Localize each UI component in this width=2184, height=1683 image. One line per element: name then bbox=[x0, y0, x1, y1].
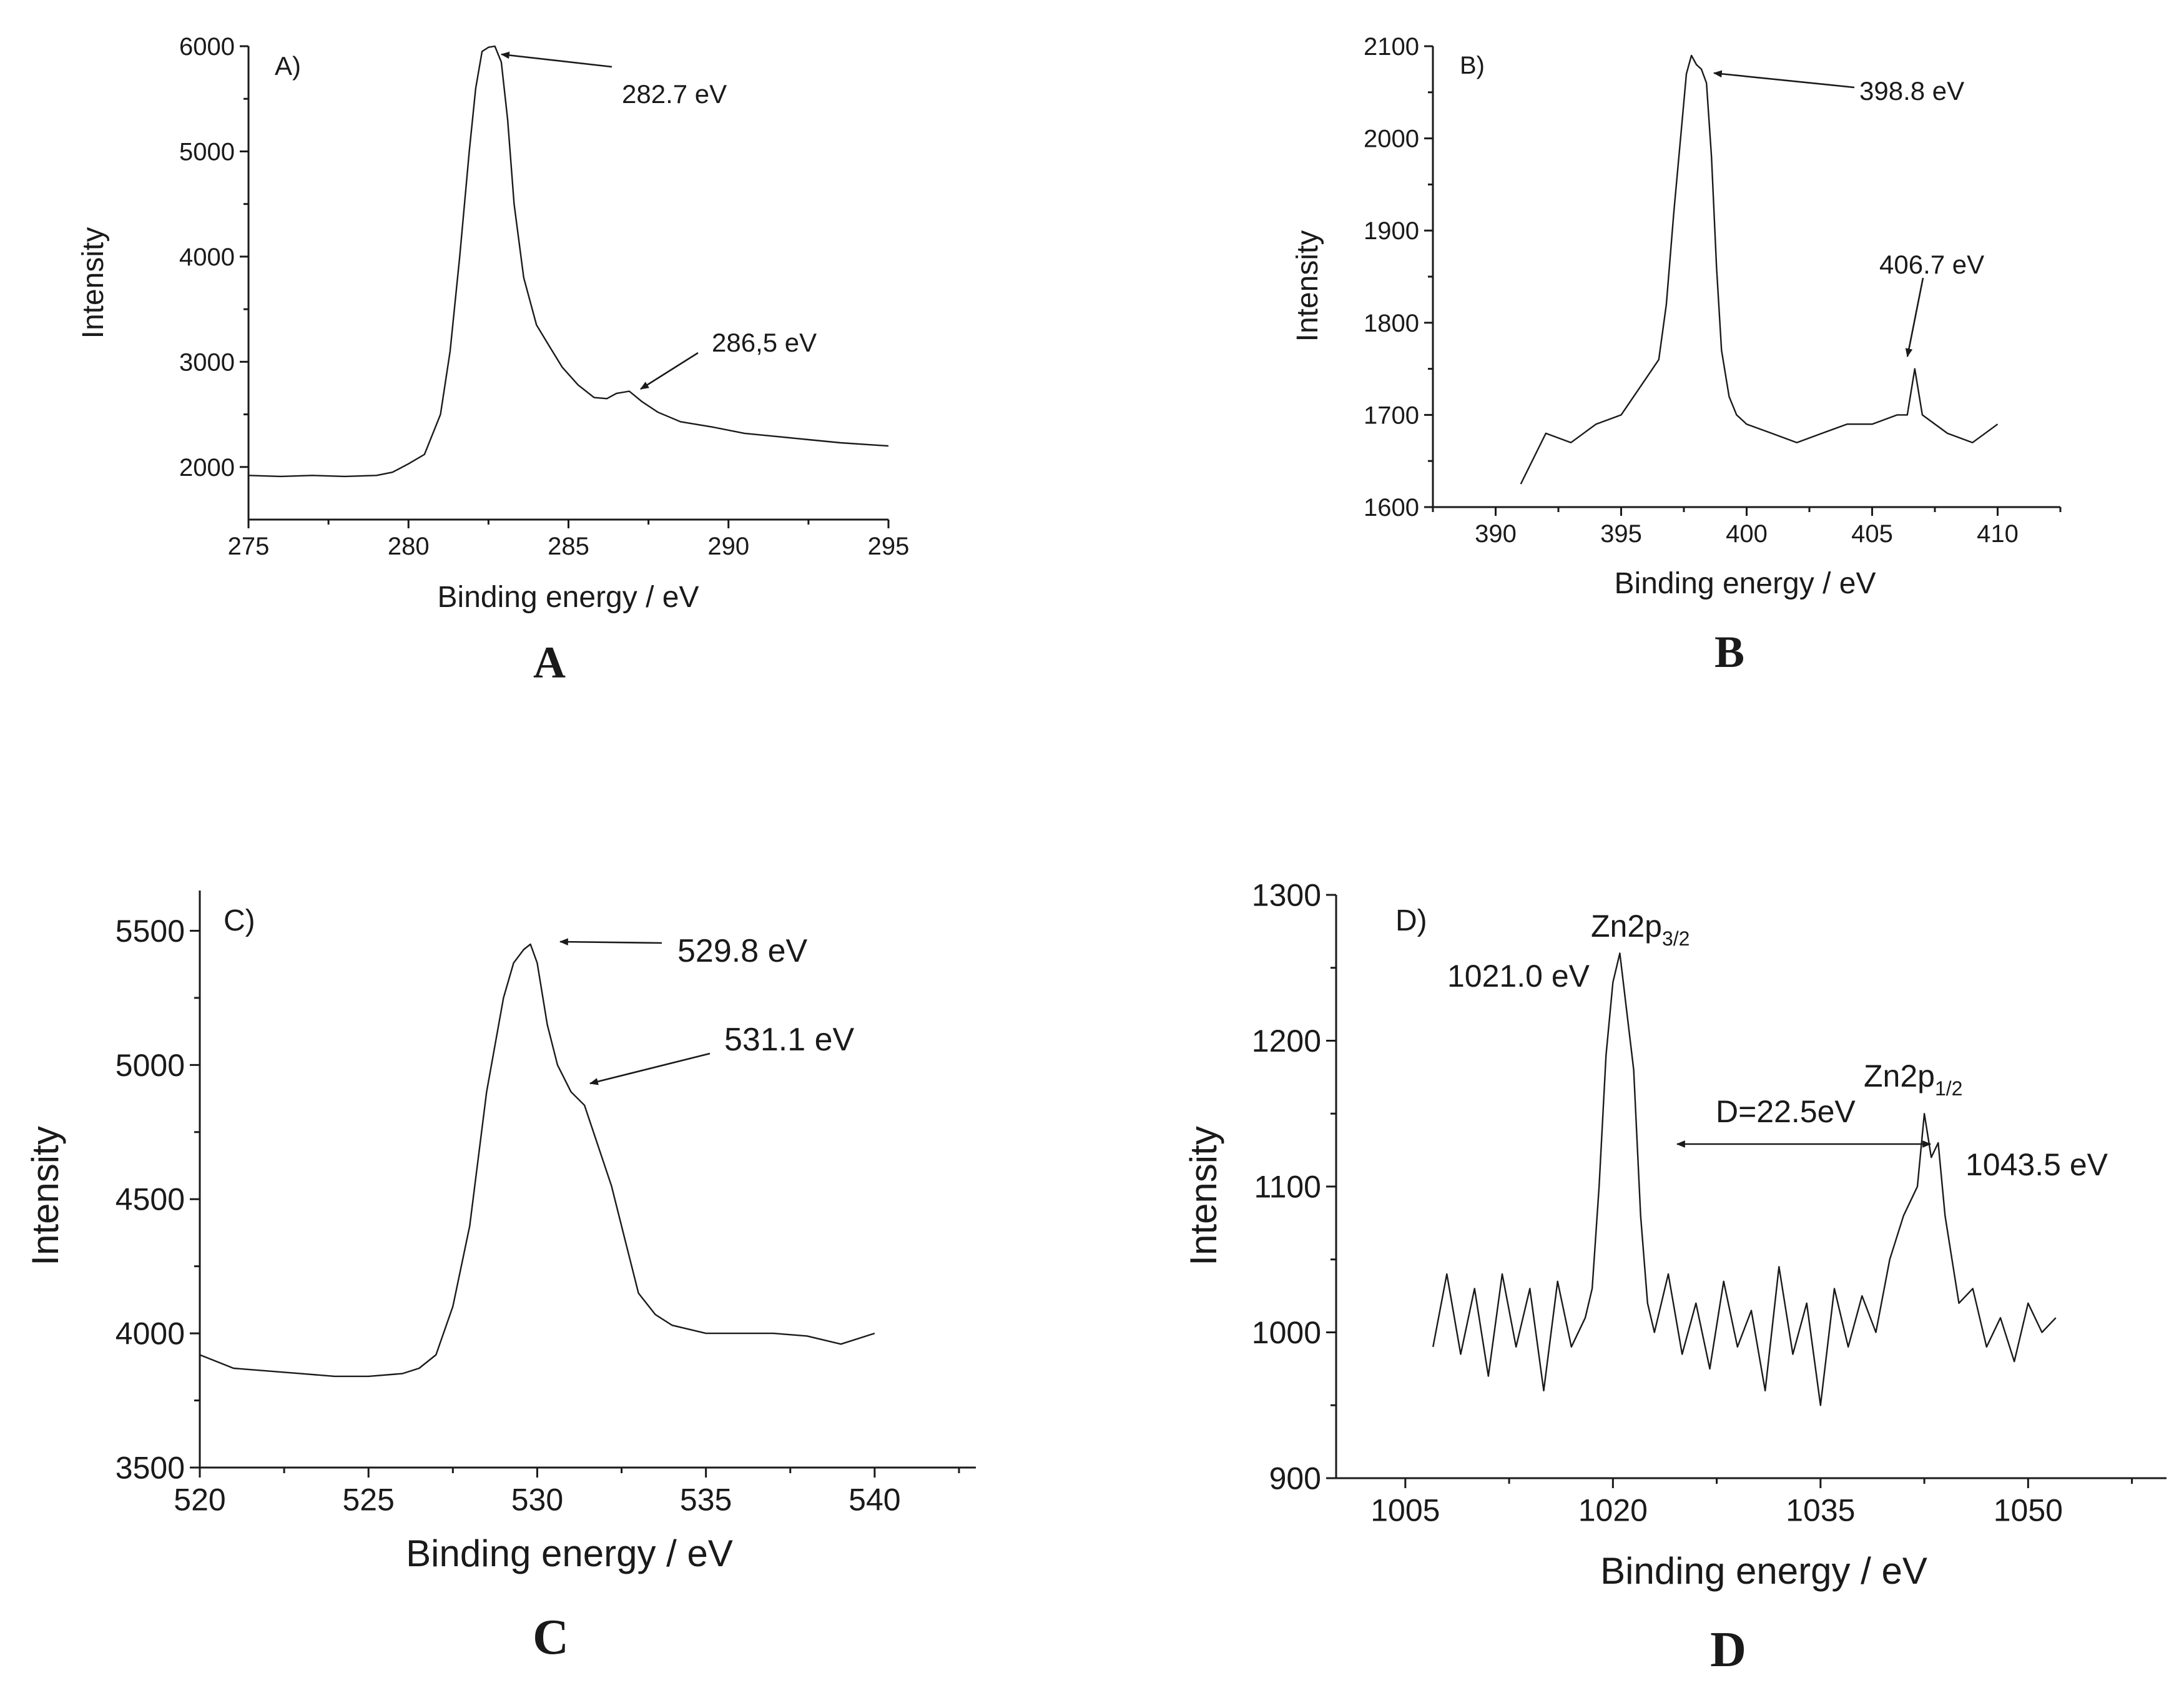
y-tick-label: 5500 bbox=[116, 914, 185, 949]
panel-label: B) bbox=[1460, 52, 1485, 79]
annotation-arrow-398-8 bbox=[1713, 70, 1855, 89]
x-tick-label: 395 bbox=[1600, 520, 1642, 548]
x-axis-label: Binding energy / eV bbox=[438, 581, 699, 614]
panel-label: D) bbox=[1395, 904, 1427, 937]
annotation-arrow-406-7 bbox=[1905, 277, 1924, 358]
tick-marks bbox=[190, 929, 960, 1478]
y-tick-label: 900 bbox=[1269, 1461, 1321, 1496]
tick-labels: 275 280 285 290 295 2000 3000 4000 5000 6000 bbox=[179, 33, 909, 560]
annotation-zn2p-1-2: Zn2p1/2 bbox=[1864, 1059, 1962, 1100]
y-tick-label: 2000 bbox=[179, 454, 235, 481]
panel-label: A) bbox=[275, 51, 301, 81]
series-line-n1s bbox=[1520, 54, 1999, 485]
zn2p-1-2-subscript: 1/2 bbox=[1935, 1077, 1962, 1100]
annotation-531-1-ev: 531.1 eV bbox=[724, 1022, 854, 1058]
x-tick-label: 400 bbox=[1726, 520, 1768, 548]
annotation-arrow-531-1 bbox=[589, 1052, 711, 1085]
y-tick-label: 1600 bbox=[1364, 494, 1419, 521]
y-tick-label: 3500 bbox=[116, 1451, 185, 1486]
panel-label: C) bbox=[224, 904, 255, 937]
x-tick-label: 280 bbox=[388, 533, 430, 560]
y-tick-label: 4000 bbox=[179, 244, 235, 271]
x-axis-label: Binding energy / eV bbox=[1615, 567, 1876, 600]
zn2p-1-2-main: Zn2p bbox=[1864, 1059, 1935, 1093]
x-tick-label: 285 bbox=[548, 533, 589, 560]
y-tick-label: 3000 bbox=[179, 348, 235, 376]
x-tick-label: 535 bbox=[680, 1483, 732, 1518]
annotation-arrow-282-7 bbox=[500, 51, 612, 68]
x-tick-label: 1050 bbox=[1994, 1493, 2063, 1528]
x-tick-label: 1020 bbox=[1578, 1493, 1648, 1528]
x-tick-label: 530 bbox=[511, 1483, 563, 1518]
y-axis-label: Intensity bbox=[24, 1126, 66, 1265]
annotation-arrow-529-8 bbox=[559, 938, 662, 945]
annotation-arrow-286-5 bbox=[640, 352, 699, 390]
chart-panel-b: 390 395 400 405 410160017001800190020002100 … bbox=[1291, 33, 2062, 677]
tick-labels: 520 525 530 535 540 3500 4000 4500 5000 5500 bbox=[116, 914, 901, 1518]
x-tick-label: 295 bbox=[868, 533, 910, 560]
annotation-1043-5-ev: 1043.5 eV bbox=[1965, 1147, 2108, 1182]
series-line-c1s bbox=[248, 45, 889, 478]
annotation-529-8-ev: 529.8 eV bbox=[677, 933, 807, 969]
annotation-406-7-ev: 406.7 eV bbox=[1879, 250, 1984, 279]
tick-marks bbox=[1326, 894, 2133, 1488]
chart-panel-d: 1005 1020 1035 1050 900 1000 1100 1200 1300 D) B… bbox=[1183, 878, 2167, 1677]
y-tick-label: 2000 bbox=[1364, 126, 1419, 153]
tick-labels: 1005 1020 1035 1050 900 1000 1100 1200 1300 bbox=[1252, 878, 2063, 1528]
y-tick-label: 1200 bbox=[1252, 1024, 1321, 1059]
y-tick-label: 5000 bbox=[179, 138, 235, 165]
zn2p-3-2-main: Zn2p bbox=[1591, 909, 1662, 944]
tick-marks bbox=[240, 45, 890, 528]
y-tick-label: 5000 bbox=[116, 1048, 185, 1083]
x-tick-label: 275 bbox=[228, 533, 270, 560]
y-tick-label: 6000 bbox=[179, 33, 235, 61]
annotation-282-7-ev: 282.7 eV bbox=[622, 79, 727, 109]
x-tick-label: 525 bbox=[342, 1483, 394, 1518]
y-tick-label: 4500 bbox=[116, 1182, 185, 1217]
y-axis-label: Intensity bbox=[77, 227, 110, 339]
panel-caption: B bbox=[1714, 627, 1744, 677]
y-tick-label: 1300 bbox=[1252, 878, 1321, 913]
y-tick-label: 1100 bbox=[1254, 1170, 1321, 1205]
annotation-398-8-ev: 398.8 eV bbox=[1859, 76, 1964, 106]
annotation-zn2p-3-2: Zn2p3/2 bbox=[1591, 909, 1690, 950]
y-tick-label: 1700 bbox=[1364, 402, 1419, 429]
x-axis-label: Binding energy / eV bbox=[406, 1532, 733, 1574]
panel-caption: C bbox=[533, 1610, 569, 1665]
chart-panel-c: 520 525 530 535 540 3500 4000 4500 5000 5500 C) B… bbox=[24, 891, 976, 1665]
zn2p-3-2-subscript: 3/2 bbox=[1662, 927, 1690, 950]
annotation-286-5-ev: 286,5 eV bbox=[712, 328, 817, 357]
y-tick-label: 1000 bbox=[1252, 1315, 1321, 1350]
x-tick-label: 390 bbox=[1475, 520, 1517, 548]
series-line-zn2p bbox=[1432, 952, 2057, 1406]
panel-caption: D bbox=[1710, 1622, 1746, 1677]
y-axis-label: Intensity bbox=[1291, 230, 1324, 342]
x-tick-label: 520 bbox=[174, 1483, 225, 1518]
y-tick-label: 2100 bbox=[1364, 33, 1419, 61]
annotation-1021-0-ev: 1021.0 eV bbox=[1447, 959, 1590, 994]
y-tick-label: 1900 bbox=[1364, 217, 1419, 245]
series-line-o1s bbox=[199, 943, 875, 1378]
y-tick-label: 4000 bbox=[116, 1316, 185, 1351]
y-tick-label: 1800 bbox=[1364, 310, 1419, 337]
x-tick-label: 1035 bbox=[1786, 1493, 1855, 1528]
x-tick-label: 1005 bbox=[1370, 1493, 1440, 1528]
x-tick-label: 410 bbox=[1977, 520, 2019, 548]
tick-marks bbox=[1424, 45, 2062, 516]
panel-caption: A bbox=[533, 638, 566, 688]
x-axis-label: Binding energy / eV bbox=[1600, 1550, 1927, 1592]
tick-labels: 390 395 400 405 410 1600 1700 1800 1900 2000 2100 bbox=[1364, 33, 2019, 548]
chart-panel-a: 275 280 285 290 295 2000 3000 4000 5000 6000 A) B… bbox=[77, 33, 909, 688]
x-tick-label: 540 bbox=[849, 1483, 900, 1518]
y-axis-label: Intensity bbox=[1183, 1126, 1224, 1265]
annotation-delta-22-5: D=22.5eV bbox=[1716, 1094, 1856, 1129]
x-tick-label: 290 bbox=[707, 533, 749, 560]
x-tick-label: 405 bbox=[1851, 520, 1893, 548]
